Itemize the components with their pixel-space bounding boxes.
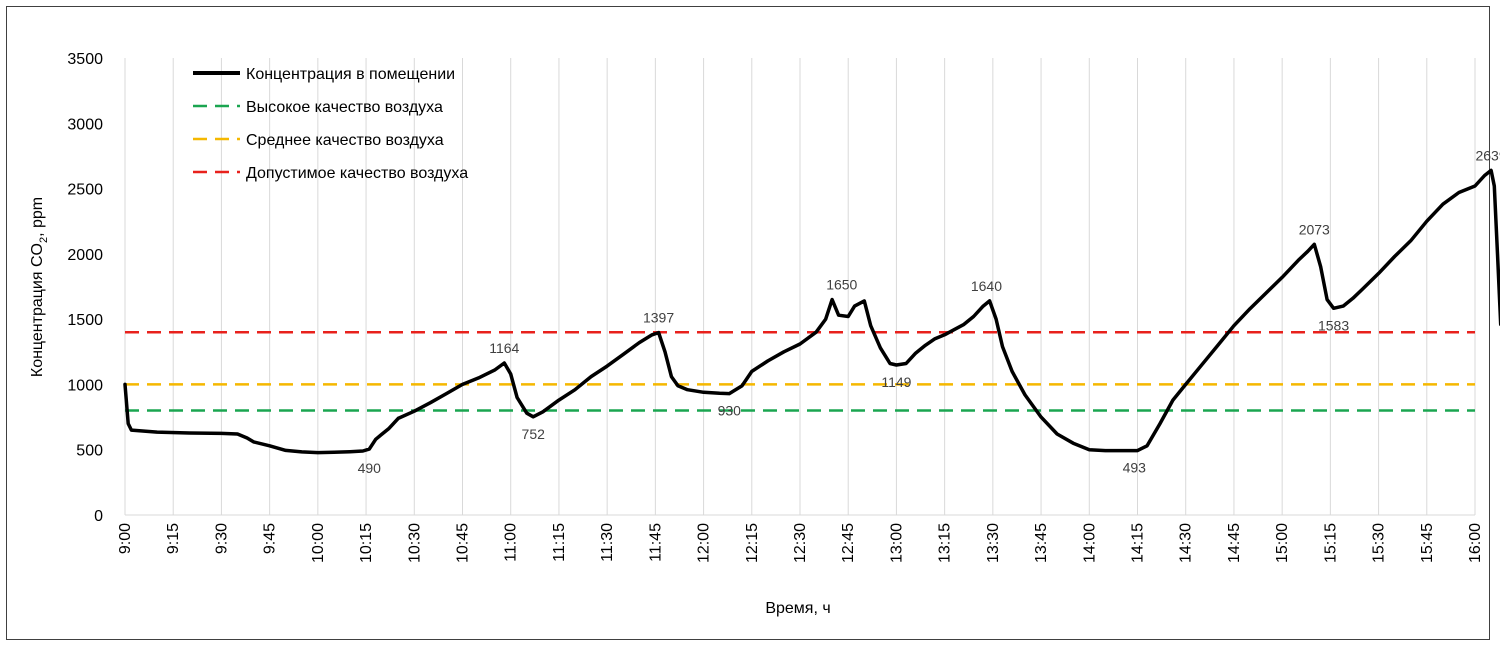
data-label: 1397 <box>643 310 674 326</box>
x-tick-label: 15:45 <box>1419 523 1436 563</box>
data-label-layer: 490 1164 752 1397 930 1650 1149 1640 493 2073 1583… <box>358 147 1500 476</box>
x-tick-label: 10:15 <box>358 523 375 563</box>
x-tick-label: 9:30 <box>213 523 230 554</box>
grid-layer <box>124 58 1476 516</box>
series-layer <box>123 168 1500 455</box>
x-tick-label: 14:30 <box>1178 523 1195 563</box>
y-tick-label: 3000 <box>67 116 103 133</box>
x-tick-label: 9:00 <box>117 523 134 554</box>
x-tick-label: 14:00 <box>1081 523 1098 563</box>
x-tick-label: 13:45 <box>1033 523 1050 563</box>
x-tick-label: 13:00 <box>888 523 905 563</box>
series-line-indoor <box>123 168 1500 455</box>
data-label: 752 <box>522 426 546 442</box>
y-tick-label: 1500 <box>67 312 103 329</box>
x-tick-label: 11:45 <box>647 523 664 562</box>
x-tick-label: 10:00 <box>310 523 327 563</box>
legend-label-indoor: Концентрация в помещении <box>246 66 455 83</box>
x-tick-label: 15:30 <box>1371 523 1388 563</box>
x-tick-label: 11:15 <box>551 523 568 562</box>
data-label: 490 <box>358 460 382 476</box>
x-tick-label: 9:45 <box>262 523 279 554</box>
data-label: 930 <box>718 403 742 419</box>
data-label: 1640 <box>971 278 1002 294</box>
x-tick-labels: 9:00 9:15 9:30 9:45 10:00 10:15 10:30 10:45 11:0… <box>117 523 1484 563</box>
x-tick-label: 12:30 <box>792 523 809 563</box>
x-tick-label: 15:00 <box>1274 523 1291 563</box>
x-tick-label: 12:45 <box>840 523 857 563</box>
data-label: 493 <box>1123 460 1147 476</box>
data-label: 1164 <box>489 340 519 356</box>
x-tick-label: 16:00 <box>1467 523 1484 563</box>
x-tick-label: 10:45 <box>455 523 472 563</box>
data-label: 2073 <box>1299 221 1330 237</box>
y-axis-title: Концентрация CO2, ppm <box>29 197 50 377</box>
legend: Концентрация в помещении Высокое качество… <box>193 66 468 182</box>
x-tick-label: 11:00 <box>503 523 520 562</box>
x-tick-label: 13:15 <box>937 523 954 563</box>
y-tick-label: 3500 <box>67 51 103 68</box>
y-tick-labels: 0 500 1000 1500 2000 2500 3000 3500 <box>67 51 103 525</box>
legend-label-high: Высокое качество воздуха <box>246 99 443 116</box>
x-tick-label: 13:30 <box>985 523 1002 563</box>
y-tick-label: 0 <box>94 508 103 525</box>
x-tick-label: 12:00 <box>696 523 713 563</box>
y-axis-title-tail: , ppm <box>29 197 46 237</box>
y-tick-label: 2000 <box>67 247 103 264</box>
chart-frame <box>6 6 1490 640</box>
y-axis-title-main: Концентрация CO <box>29 243 46 377</box>
x-tick-label: 14:15 <box>1130 523 1147 563</box>
data-label: 2639 <box>1475 147 1500 163</box>
legend-label-acceptable: Допустимое качество воздуха <box>246 165 468 182</box>
data-label: 1583 <box>1318 317 1349 333</box>
x-tick-label: 15:15 <box>1322 523 1339 563</box>
legend-label-medium: Среднее качество воздуха <box>246 132 444 149</box>
x-tick-label: 9:15 <box>165 523 182 554</box>
y-axis-title-subscript: 2 <box>38 237 50 243</box>
data-label: 1149 <box>881 374 911 390</box>
x-tick-label: 14:45 <box>1226 523 1243 563</box>
data-label: 1650 <box>826 277 857 293</box>
y-tick-label: 1000 <box>67 377 103 394</box>
x-tick-label: 11:30 <box>599 523 616 562</box>
x-tick-label: 12:15 <box>744 523 761 563</box>
x-tick-label: 10:30 <box>406 523 423 563</box>
y-tick-label: 500 <box>76 443 103 460</box>
x-axis-title: Время, ч <box>765 600 830 617</box>
threshold-layer <box>125 330 1475 412</box>
y-tick-label: 2500 <box>67 182 103 199</box>
